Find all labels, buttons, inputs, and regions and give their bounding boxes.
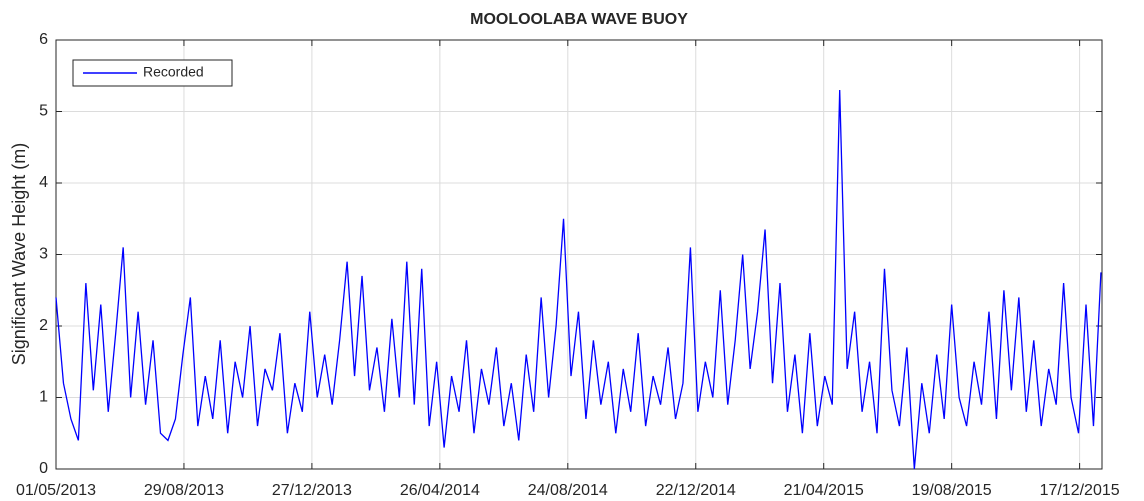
legend-label: Recorded — [143, 64, 204, 80]
x-tick-label: 24/08/2014 — [528, 482, 608, 499]
y-tick-label: 4 — [39, 174, 48, 191]
plot-frame — [55, 39, 1103, 470]
x-tick-label: 29/08/2013 — [144, 482, 224, 499]
x-tick-label: 26/04/2014 — [400, 482, 480, 499]
y-tick-label: 0 — [39, 460, 48, 477]
x-tick-label: 21/04/2015 — [784, 482, 864, 499]
chart-title: MOOLOOLABA WAVE BUOY — [470, 11, 688, 28]
y-axis-label: Significant Wave Height (m) — [9, 143, 29, 365]
x-tick-label: 01/05/2013 — [16, 482, 96, 499]
y-tick-label: 2 — [39, 317, 48, 334]
y-tick-label: 1 — [39, 389, 48, 406]
y-tick-label: 3 — [39, 246, 48, 263]
y-tick-label: 5 — [39, 103, 48, 120]
x-tick-label: 27/12/2013 — [272, 482, 352, 499]
x-tick-label: 17/12/2015 — [1040, 482, 1120, 499]
series-line — [55, 90, 1102, 470]
x-tick-label: 19/08/2015 — [912, 482, 992, 499]
y-tick-label: 6 — [39, 31, 48, 48]
x-tick-label: 22/12/2014 — [656, 482, 736, 499]
